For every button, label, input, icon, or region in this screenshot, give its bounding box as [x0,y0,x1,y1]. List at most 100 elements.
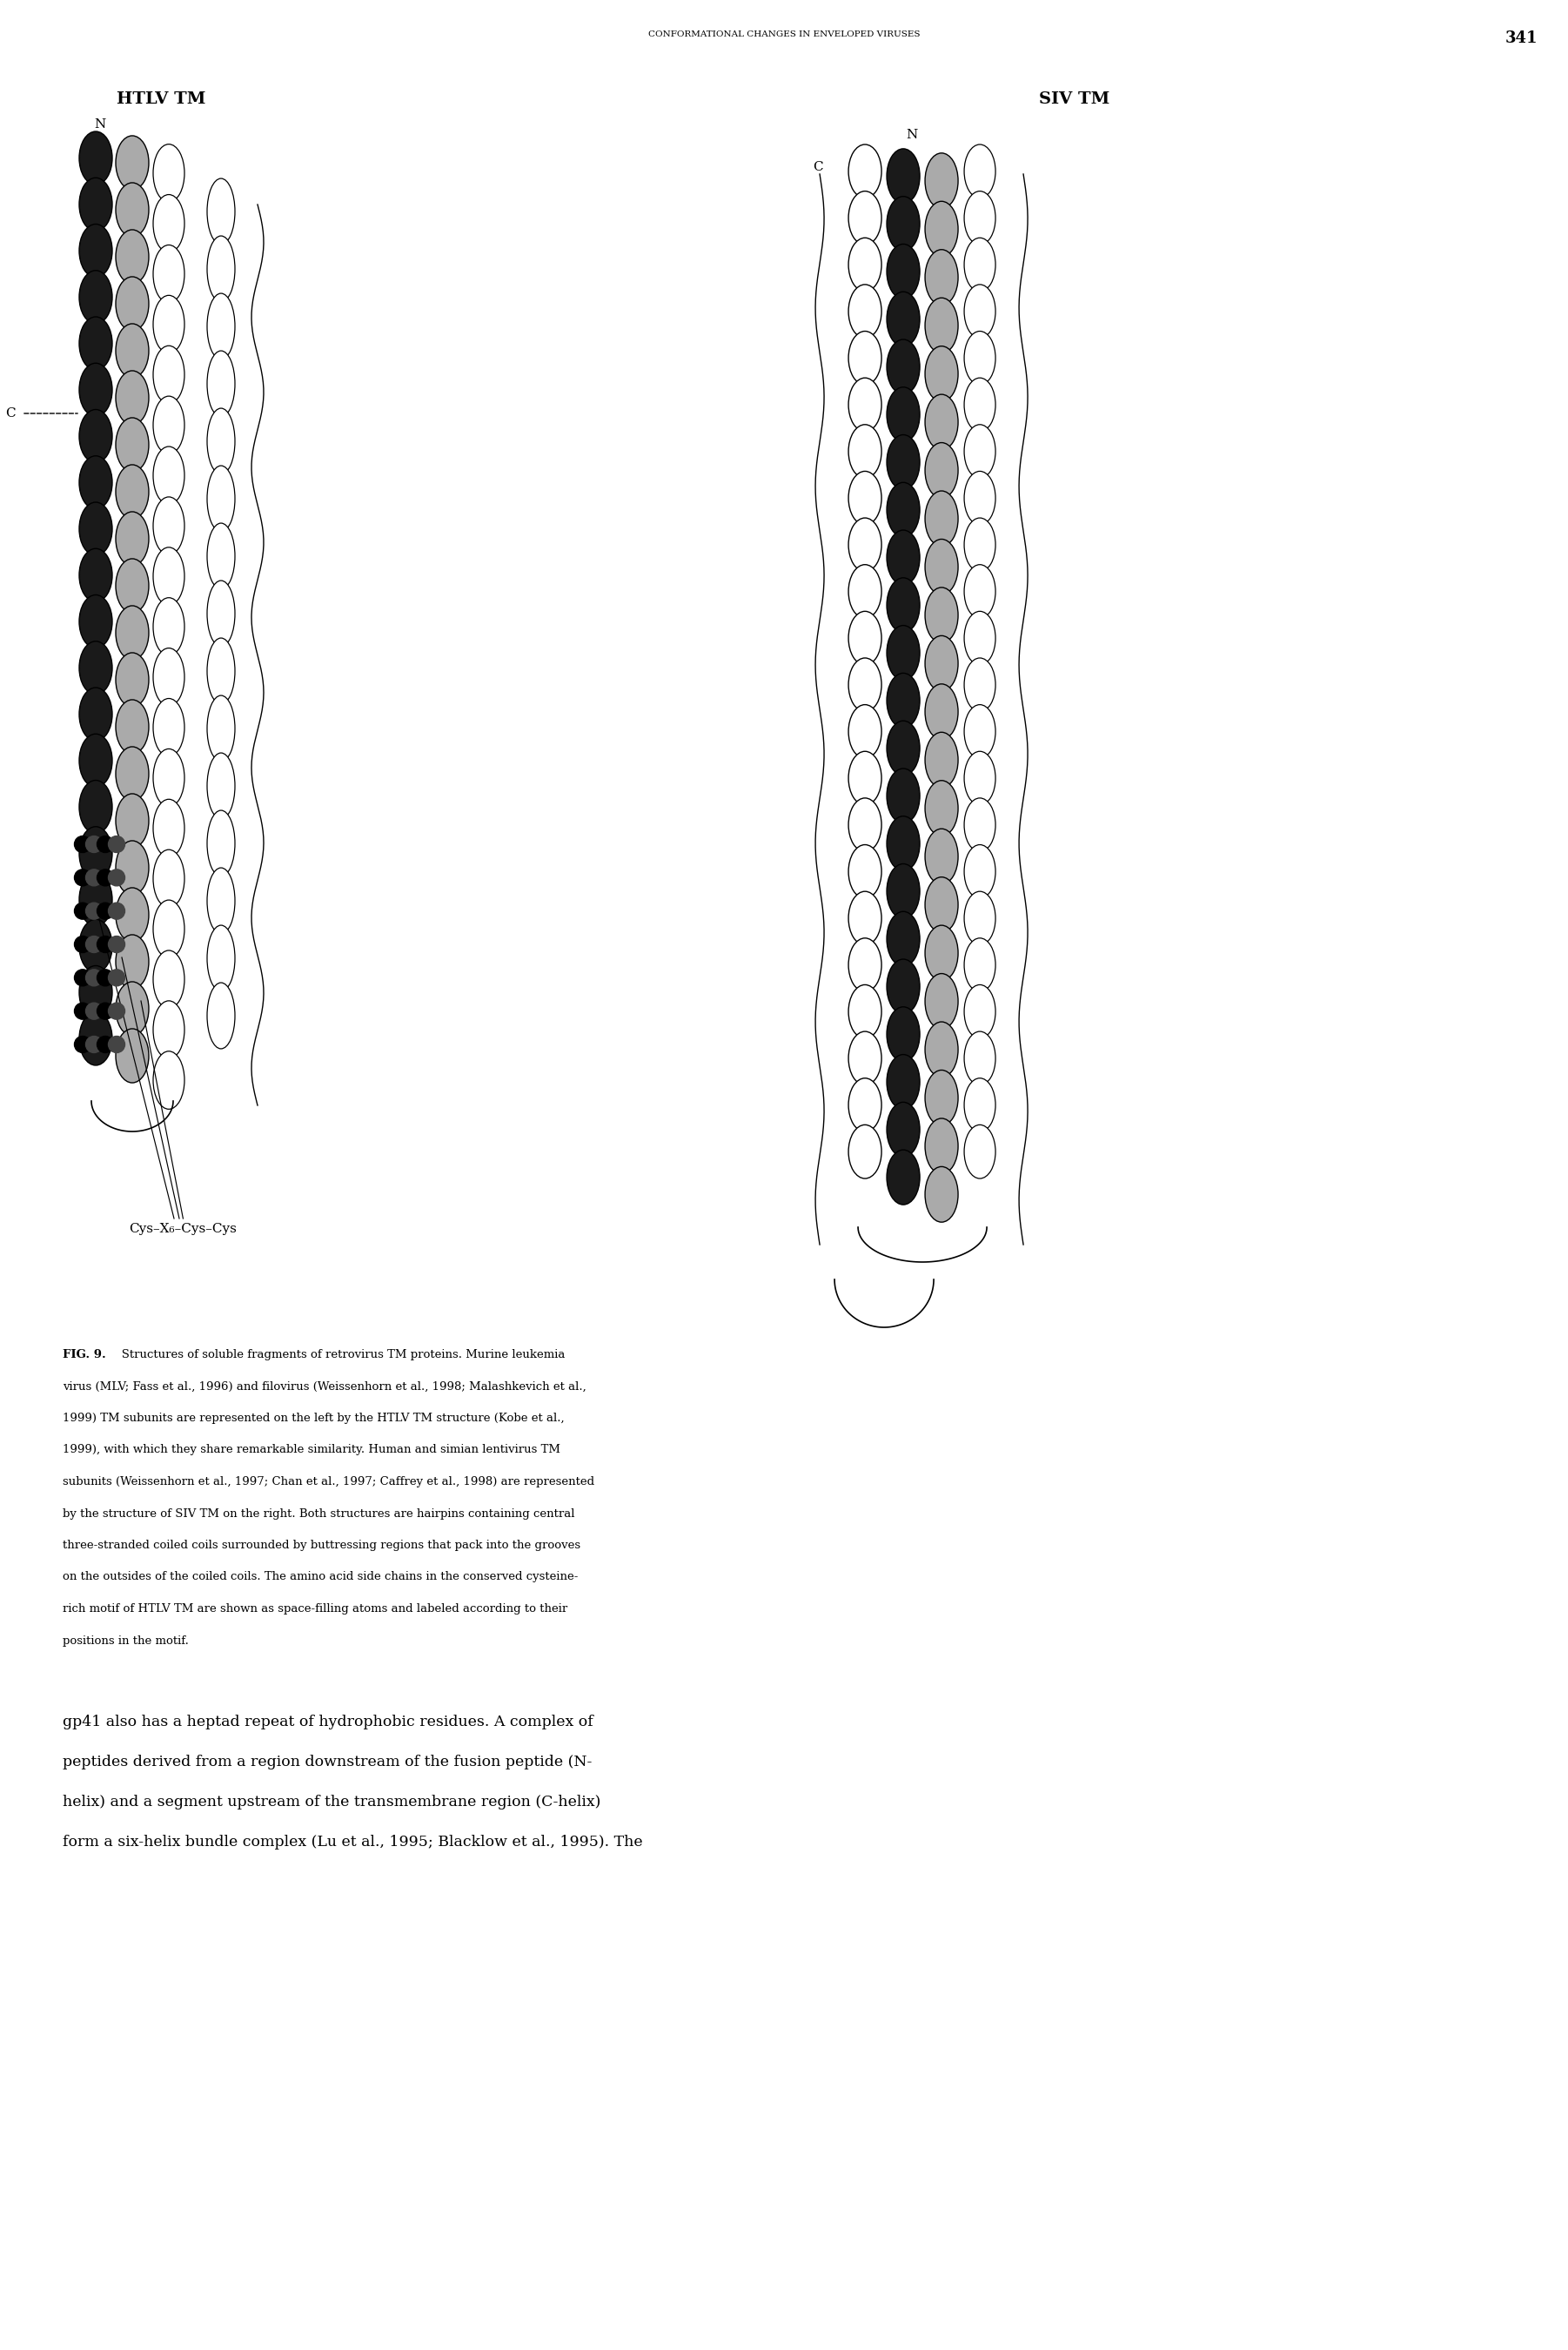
Ellipse shape [116,371,149,425]
Ellipse shape [925,926,958,980]
Ellipse shape [116,606,149,660]
Circle shape [86,870,102,886]
Ellipse shape [848,985,881,1039]
Ellipse shape [207,867,235,933]
Ellipse shape [925,637,958,691]
Circle shape [86,935,102,952]
Ellipse shape [848,799,881,851]
Ellipse shape [848,611,881,665]
Ellipse shape [116,183,149,237]
Ellipse shape [154,799,185,858]
Ellipse shape [887,291,920,345]
Ellipse shape [116,559,149,613]
Ellipse shape [116,935,149,989]
Ellipse shape [116,747,149,801]
Ellipse shape [116,888,149,942]
Ellipse shape [925,780,958,837]
Ellipse shape [78,872,113,926]
Ellipse shape [964,143,996,197]
Circle shape [74,935,91,952]
Ellipse shape [887,959,920,1013]
Ellipse shape [116,700,149,754]
Ellipse shape [848,378,881,432]
Ellipse shape [154,597,185,656]
Ellipse shape [964,844,996,898]
Ellipse shape [848,517,881,571]
Ellipse shape [78,179,113,230]
Text: virus (MLV; Fass et al., 1996) and filovirus (Weissenhorn et al., 1998; Malashke: virus (MLV; Fass et al., 1996) and filov… [63,1382,586,1391]
Text: HTLV TM: HTLV TM [116,92,205,108]
Ellipse shape [78,733,113,787]
Ellipse shape [78,780,113,834]
Ellipse shape [848,705,881,759]
Ellipse shape [887,578,920,632]
Ellipse shape [925,877,958,933]
Text: 1999), with which they share remarkable similarity. Human and simian lentivirus : 1999), with which they share remarkable … [63,1445,560,1455]
Text: FIG. 9.: FIG. 9. [63,1349,107,1361]
Ellipse shape [78,132,113,186]
Ellipse shape [207,752,235,820]
Circle shape [108,837,125,853]
Ellipse shape [887,197,920,251]
Ellipse shape [154,649,185,705]
Ellipse shape [887,531,920,585]
Circle shape [86,971,102,987]
Ellipse shape [78,548,113,602]
Ellipse shape [887,1006,920,1062]
Ellipse shape [887,244,920,298]
Ellipse shape [925,1069,958,1126]
Ellipse shape [154,195,185,251]
Ellipse shape [207,580,235,646]
Text: 341: 341 [1505,31,1538,47]
Ellipse shape [207,811,235,877]
Ellipse shape [78,966,113,1020]
Ellipse shape [925,395,958,449]
Text: peptides derived from a region downstream of the fusion peptide (N-: peptides derived from a region downstrea… [63,1755,593,1770]
Ellipse shape [848,752,881,806]
Ellipse shape [848,425,881,479]
Ellipse shape [154,1050,185,1109]
Text: Structures of soluble fragments of retrovirus TM proteins. Murine leukemia: Structures of soluble fragments of retro… [110,1349,564,1361]
Ellipse shape [78,642,113,696]
Ellipse shape [925,491,958,548]
Ellipse shape [964,378,996,432]
Ellipse shape [116,982,149,1036]
Text: positions in the motif.: positions in the motif. [63,1636,188,1647]
Ellipse shape [154,750,185,806]
Ellipse shape [116,653,149,707]
Ellipse shape [207,982,235,1048]
Ellipse shape [154,143,185,202]
Ellipse shape [116,324,149,378]
Ellipse shape [925,153,958,209]
Circle shape [97,902,113,919]
Ellipse shape [116,277,149,331]
Ellipse shape [78,827,113,879]
Ellipse shape [887,1102,920,1156]
Ellipse shape [887,912,920,966]
Ellipse shape [78,223,113,277]
Circle shape [86,837,102,853]
Text: SIV TM: SIV TM [1038,92,1110,108]
Circle shape [97,935,113,952]
Text: by the structure of SIV TM on the right. Both structures are hairpins containing: by the structure of SIV TM on the right.… [63,1509,575,1518]
Ellipse shape [848,190,881,244]
Ellipse shape [78,919,113,973]
Ellipse shape [116,230,149,284]
Ellipse shape [887,435,920,489]
Circle shape [97,1036,113,1053]
Ellipse shape [887,721,920,776]
Ellipse shape [964,658,996,712]
Circle shape [74,1036,91,1053]
Circle shape [86,1036,102,1053]
Circle shape [108,902,125,919]
Ellipse shape [887,768,920,822]
Ellipse shape [154,949,185,1008]
Ellipse shape [848,564,881,618]
Ellipse shape [887,1149,920,1206]
Ellipse shape [116,418,149,472]
Ellipse shape [887,482,920,538]
Circle shape [108,935,125,952]
Ellipse shape [207,350,235,416]
Ellipse shape [887,672,920,728]
Ellipse shape [116,794,149,848]
